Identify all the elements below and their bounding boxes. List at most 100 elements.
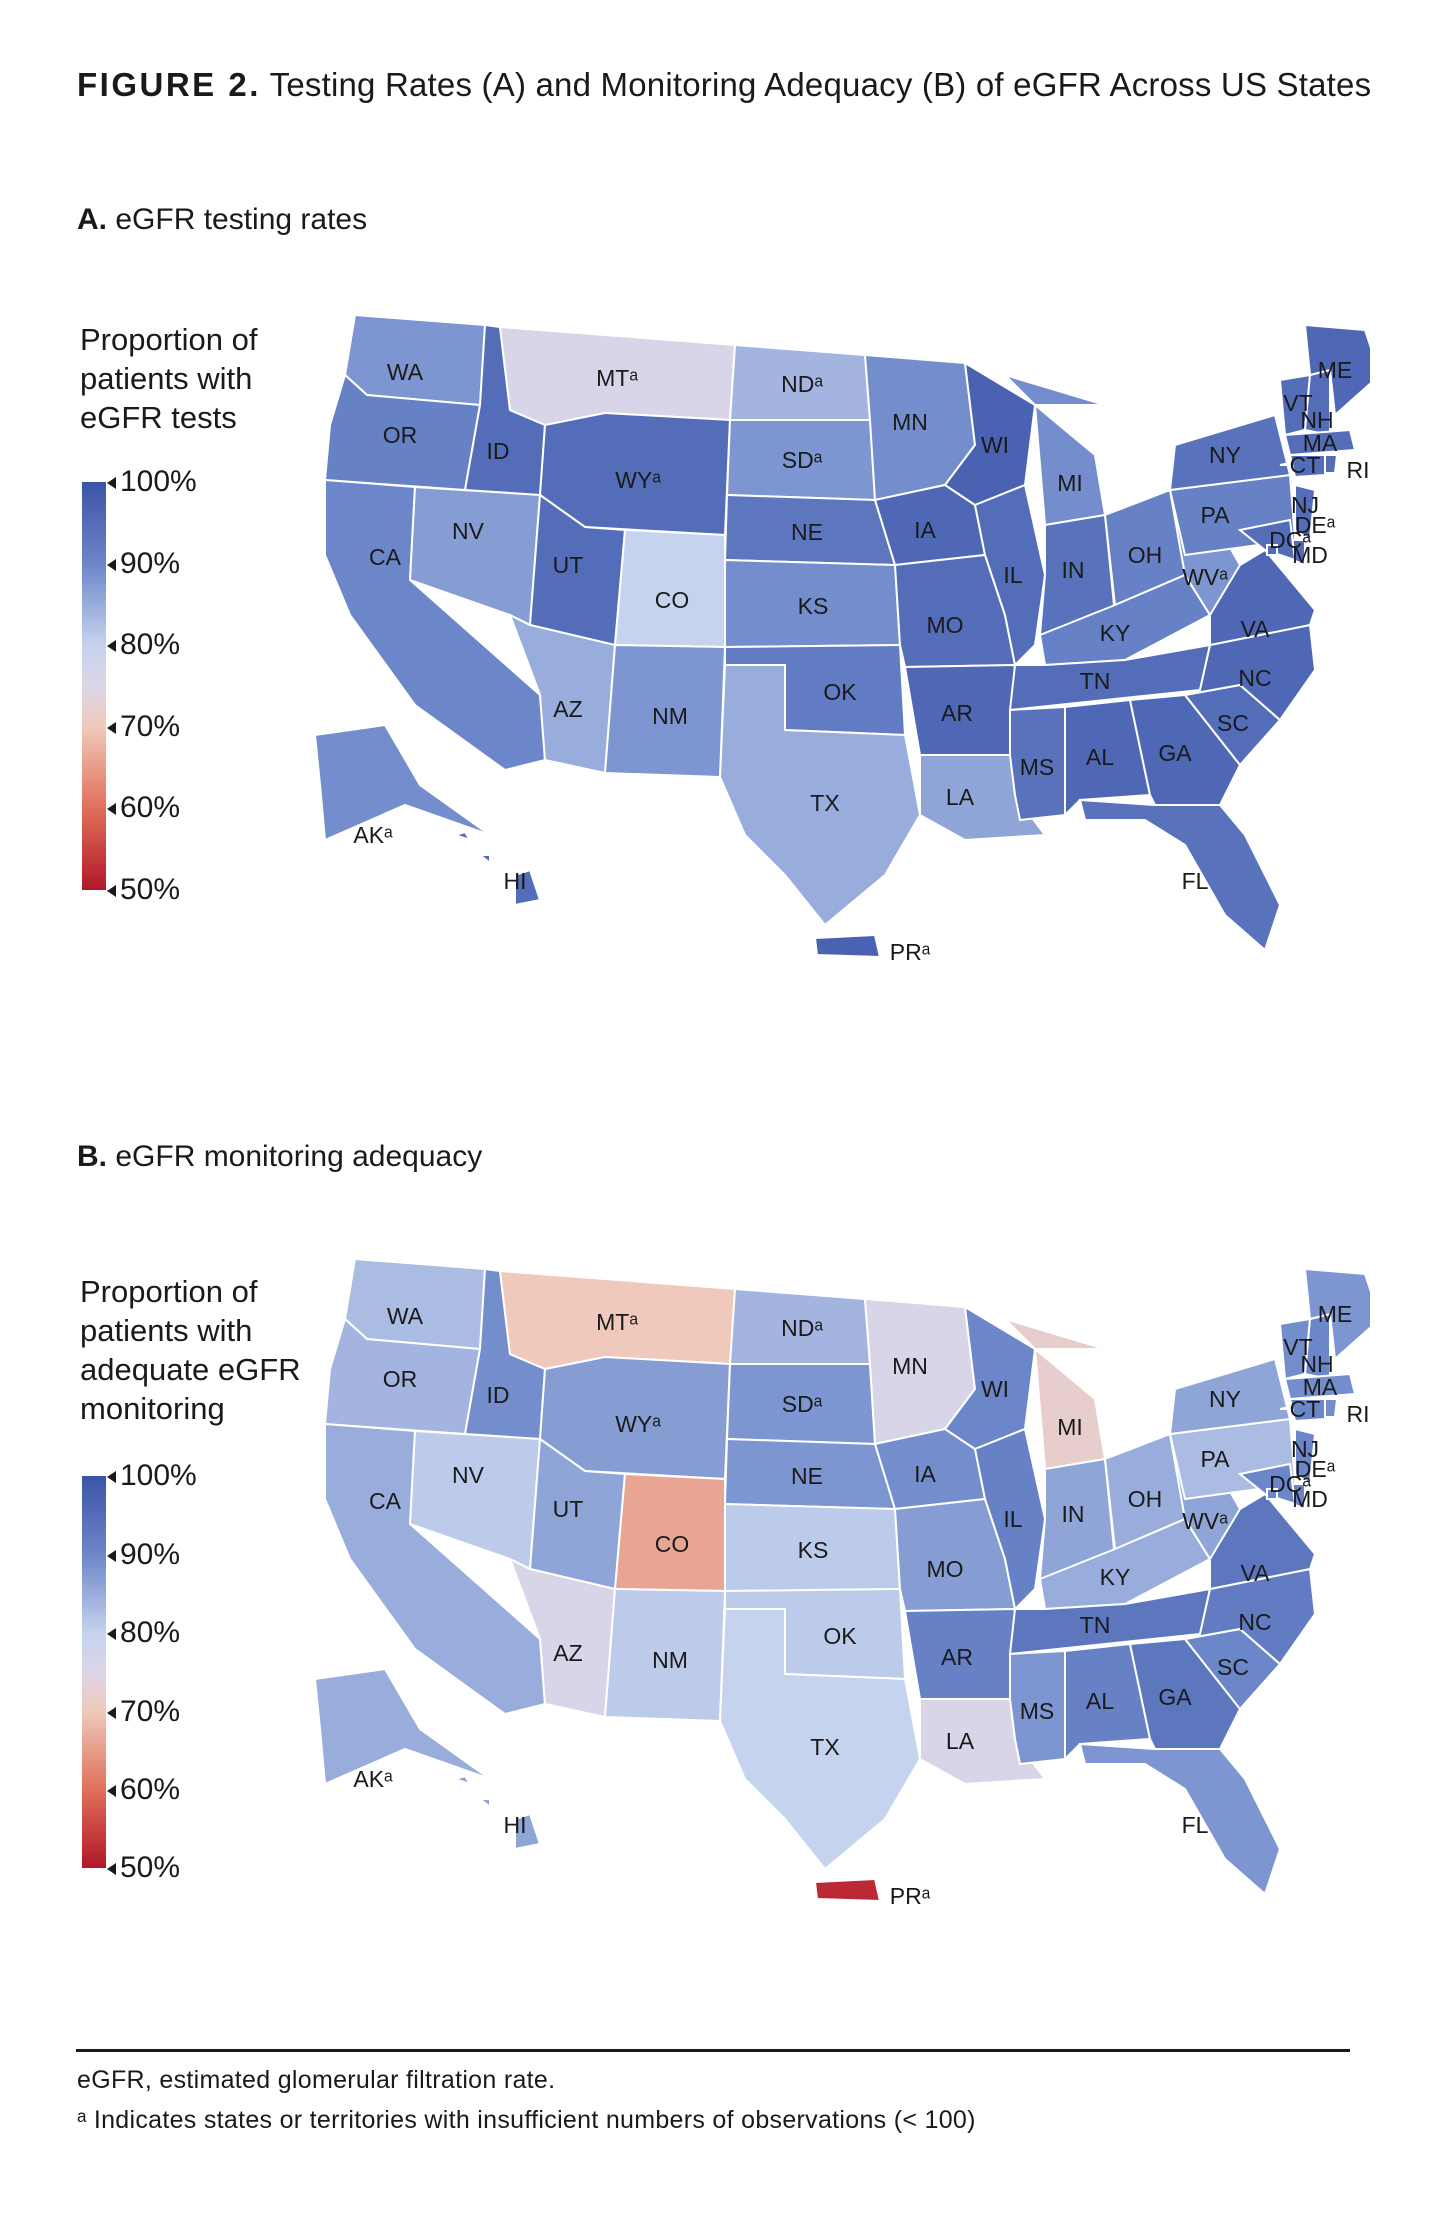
state-label-ma: MA xyxy=(1303,430,1338,456)
state-label-ok: OK xyxy=(823,679,857,705)
state-label-ct: CT xyxy=(1290,1396,1321,1422)
state-label-ky: KY xyxy=(1100,620,1131,646)
state-label-dc: DCᵃ xyxy=(1269,1471,1311,1497)
footnote-insufficient-data: ᵃ Indicates states or territories with i… xyxy=(77,2106,976,2134)
state-label-nm: NM xyxy=(652,1647,688,1673)
state-label-nc: NC xyxy=(1238,665,1271,691)
state-md xyxy=(1237,1462,1297,1506)
panel-b-label: B. xyxy=(77,1140,107,1173)
state-ri xyxy=(1324,1398,1339,1418)
panel-a-tick: 80% xyxy=(107,630,180,660)
state-label-az: AZ xyxy=(553,696,582,722)
panel-a-map: WA OR CA ID NV MTᵃ WYᵃ UT AZ CO NM NDᵃ SDᵃ NE KS OK TX MN… xyxy=(313,313,1370,965)
state-ct xyxy=(1288,454,1326,479)
panel-a-tick: 60% xyxy=(107,793,180,823)
state-label-ca: CA xyxy=(369,544,402,570)
state-label-me: ME xyxy=(1318,357,1353,383)
state-nc xyxy=(1184,1567,1317,1666)
state-al xyxy=(1064,698,1152,818)
state-label-ky: KY xyxy=(1100,1564,1131,1590)
state-label-ne: NE xyxy=(791,519,823,545)
state-label-nh: NH xyxy=(1300,1351,1333,1377)
state-ri xyxy=(1324,454,1339,474)
state-label-vt: VT xyxy=(1283,390,1312,416)
state-label-wv: WVᵃ xyxy=(1182,1508,1228,1534)
state-label-il: IL xyxy=(1003,562,1022,588)
state-label-md: MD xyxy=(1292,542,1328,568)
state-il xyxy=(973,1427,1047,1612)
state-hi xyxy=(451,1774,542,1851)
panel-b-tick: 60% xyxy=(107,1775,180,1805)
panel-a-tick: 100% xyxy=(107,467,197,497)
panel-b-tick: 70% xyxy=(107,1697,180,1727)
panel-a-color-scale xyxy=(82,482,106,890)
state-label-ne: NE xyxy=(791,1463,823,1489)
state-label-ak: AKᵃ xyxy=(353,1766,393,1792)
state-label-co: CO xyxy=(655,587,690,613)
state-tx xyxy=(718,664,922,927)
state-label-mo: MO xyxy=(926,1556,963,1582)
state-pr xyxy=(813,1877,882,1903)
state-md xyxy=(1237,518,1297,562)
footnote-rule xyxy=(76,2049,1350,2052)
state-label-va: VA xyxy=(1241,1560,1271,1586)
state-label-ut: UT xyxy=(553,1496,584,1522)
state-label-oh: OH xyxy=(1128,542,1163,568)
state-ak xyxy=(313,723,491,842)
state-label-id: ID xyxy=(487,438,510,464)
state-label-tx: TX xyxy=(810,1734,839,1760)
footnote-abbreviation: eGFR, estimated glomerular filtration ra… xyxy=(77,2066,556,2094)
panel-a-label: A. xyxy=(77,203,107,236)
panel-b-title-text: eGFR monitoring adequacy xyxy=(115,1140,483,1173)
state-tx xyxy=(718,1608,922,1871)
state-label-nd: NDᵃ xyxy=(781,371,823,397)
panel-a-legend-title: Proportion of patients with eGFR tests xyxy=(80,320,258,437)
state-nj xyxy=(1294,1427,1317,1486)
state-label-mo: MO xyxy=(926,612,963,638)
panel-b-title: B. eGFR monitoring adequacy xyxy=(77,1140,482,1174)
panel-b-map: WA OR CA ID NV MTᵃ WYᵃ UT AZ CO NM NDᵃ SDᵃ NE KS OK TX MN… xyxy=(313,1257,1370,1909)
state-label-ri: RI xyxy=(1347,1401,1370,1427)
state-label-ok: OK xyxy=(823,1623,857,1649)
state-label-va: VA xyxy=(1241,616,1271,642)
state-label-ny: NY xyxy=(1209,442,1241,468)
state-label-sc: SC xyxy=(1217,1654,1249,1680)
state-label-nv: NV xyxy=(452,1462,485,1488)
legend-title-line: monitoring xyxy=(80,1391,225,1426)
state-label-hi: HI xyxy=(504,1812,527,1838)
state-label-sd: SDᵃ xyxy=(782,447,823,473)
state-label-ak: AKᵃ xyxy=(353,822,393,848)
state-label-sc: SC xyxy=(1217,710,1249,736)
state-label-wa: WA xyxy=(387,1303,424,1329)
state-label-ms: MS xyxy=(1020,754,1055,780)
state-label-az: AZ xyxy=(553,1640,582,1666)
state-label-tn: TN xyxy=(1080,1612,1111,1638)
state-il xyxy=(973,483,1047,668)
state-label-wi: WI xyxy=(981,1376,1009,1402)
state-label-ar: AR xyxy=(941,1644,973,1670)
state-me xyxy=(1303,1267,1370,1362)
state-label-md: MD xyxy=(1292,1486,1328,1512)
state-label-in: IN xyxy=(1062,1501,1085,1527)
state-ma xyxy=(1283,428,1357,457)
state-hi xyxy=(451,830,542,907)
state-ak xyxy=(313,1667,491,1786)
state-label-wa: WA xyxy=(387,359,424,385)
state-label-ca: CA xyxy=(369,1488,402,1514)
state-label-id: ID xyxy=(487,1382,510,1408)
state-label-de: DEᵃ xyxy=(1295,512,1336,538)
state-ct xyxy=(1288,1398,1326,1423)
panel-b-color-scale xyxy=(82,1476,106,1868)
state-label-ar: AR xyxy=(941,700,973,726)
state-label-de: DEᵃ xyxy=(1295,1456,1336,1482)
state-label-nj: NJ xyxy=(1291,1436,1319,1462)
state-label-ma: MA xyxy=(1303,1374,1338,1400)
panel-a-title-text: eGFR testing rates xyxy=(115,203,368,236)
state-label-wi: WI xyxy=(981,432,1009,458)
panel-a-tick: 90% xyxy=(107,549,180,579)
state-label-me: ME xyxy=(1318,1301,1353,1327)
state-label-nc: NC xyxy=(1238,1609,1271,1635)
state-me xyxy=(1303,323,1370,418)
state-label-ga: GA xyxy=(1158,1684,1192,1710)
state-dc xyxy=(1266,1488,1278,1500)
